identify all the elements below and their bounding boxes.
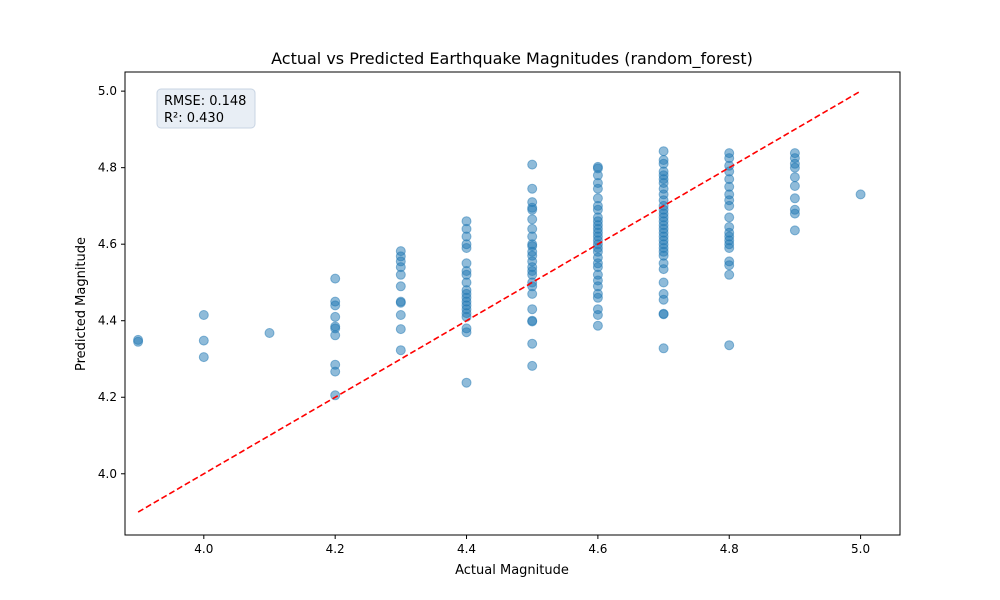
- data-point: [198, 352, 209, 363]
- data-points: [133, 146, 866, 401]
- data-point: [789, 193, 800, 204]
- data-point: [395, 345, 406, 356]
- data-point: [330, 273, 341, 284]
- x-tick-label: 4.6: [588, 542, 607, 556]
- data-point: [395, 281, 406, 292]
- data-point: [658, 309, 669, 320]
- data-point: [658, 264, 669, 275]
- data-point: [724, 340, 735, 351]
- data-point: [527, 183, 538, 194]
- data-point: [461, 327, 472, 338]
- data-point: [527, 214, 538, 225]
- reference-line: [137, 90, 861, 513]
- data-point: [592, 320, 603, 331]
- data-point: [658, 146, 669, 157]
- data-point: [395, 324, 406, 335]
- y-tick-label: 4.4: [98, 314, 117, 328]
- data-point: [330, 311, 341, 322]
- data-point: [527, 204, 538, 215]
- data-point: [789, 225, 800, 236]
- data-point: [592, 183, 603, 194]
- y-tick-label: 4.0: [98, 467, 117, 481]
- data-point: [527, 338, 538, 349]
- y-tick-label: 4.8: [98, 161, 117, 175]
- data-point: [395, 269, 406, 280]
- data-point: [395, 297, 406, 308]
- data-point: [592, 310, 603, 320]
- data-point: [330, 330, 341, 341]
- data-point: [527, 159, 538, 170]
- x-tick-label: 4.2: [326, 542, 345, 556]
- data-point: [133, 334, 144, 345]
- data-point: [198, 335, 209, 346]
- r2-text: R²: 0.430: [164, 111, 224, 126]
- data-point: [658, 294, 669, 305]
- y-tick-label: 4.6: [98, 237, 117, 251]
- x-tick-label: 4.4: [457, 542, 476, 556]
- data-point: [789, 208, 800, 219]
- data-point: [527, 360, 538, 371]
- data-point: [724, 200, 735, 211]
- y-axis-label: Predicted Magnitude: [74, 237, 89, 371]
- rmse-text: RMSE: 0.148: [164, 94, 246, 109]
- data-point: [461, 243, 472, 253]
- plot-area: [124, 71, 901, 536]
- data-point: [724, 212, 735, 223]
- x-tick-label: 5.0: [851, 542, 870, 556]
- y-tick-label: 5.0: [98, 84, 117, 98]
- data-point: [658, 277, 669, 288]
- data-point: [330, 390, 341, 401]
- x-tick-label: 4.8: [720, 542, 739, 556]
- chart-title: Actual vs Predicted Earthquake Magnitude…: [271, 49, 753, 69]
- data-point: [724, 260, 735, 271]
- data-point: [789, 172, 800, 183]
- data-point: [264, 328, 275, 338]
- data-point: [592, 292, 603, 303]
- x-tick-label: 4.0: [194, 542, 213, 556]
- data-point: [789, 162, 800, 173]
- x-axis-label: Actual Magnitude: [455, 563, 569, 578]
- data-point: [461, 377, 472, 388]
- x-axis-ticks: 4.0 4.2 4.4 4.6 4.8 5.0: [194, 535, 870, 556]
- metrics-annotation: RMSE: 0.148 R²: 0.430: [156, 88, 256, 129]
- annotation-box: [156, 88, 256, 129]
- data-point: [724, 269, 735, 280]
- data-point: [855, 189, 866, 200]
- y-axis-ticks: 4.0 4.2 4.4 4.6 4.8 5.0: [98, 84, 125, 481]
- data-point: [527, 316, 538, 327]
- reference-line-layer: [137, 90, 861, 513]
- data-point: [330, 366, 341, 377]
- data-point: [330, 300, 341, 311]
- data-point: [658, 343, 669, 354]
- data-point: [789, 181, 800, 191]
- data-point: [198, 310, 209, 320]
- data-point: [527, 304, 538, 315]
- y-tick-label: 4.2: [98, 390, 117, 404]
- data-point: [724, 243, 735, 253]
- data-point: [527, 288, 538, 299]
- data-point: [395, 310, 406, 320]
